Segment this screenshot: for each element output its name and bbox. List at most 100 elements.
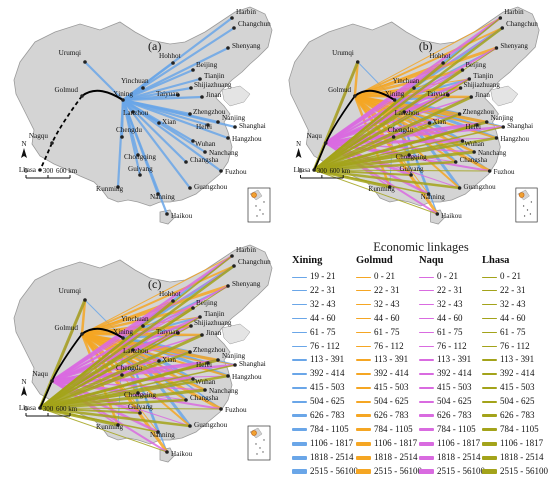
city-point-lanzhou [402, 110, 407, 114]
city-point-wuhan [460, 139, 465, 143]
city-label-nanchang: Nanchang [209, 387, 239, 395]
legend-swatch [356, 455, 371, 460]
legend-swatch [356, 359, 371, 362]
legend-class-label: 415 - 503 [500, 382, 535, 393]
city-point-shanghai [233, 363, 237, 367]
city-label-guangzhou: Guangzhou [463, 183, 496, 191]
city-point-shenyang [226, 284, 230, 288]
city-point-hohhot [171, 61, 175, 65]
city-label-guiyang: Guiyang [399, 165, 423, 173]
scale-label-1: 300 [317, 168, 328, 175]
golmud-lhasa-railway [39, 95, 83, 171]
legend-swatch [292, 428, 307, 432]
qinghai-tibet-railway [81, 327, 124, 339]
inset-island-2 [262, 451, 264, 453]
inset-island-4 [263, 439, 265, 441]
city-point-guangzhou [457, 186, 462, 190]
link-lhasa-yinchuan [38, 324, 145, 410]
legend-item-naqu-3: 44 - 60 [419, 313, 463, 324]
link-golmud-harbin [354, 17, 501, 97]
city-point-taiyuan [446, 93, 450, 97]
city-label-xining: Xining [113, 328, 133, 336]
city-label-nanchang: Nanchang [209, 149, 239, 157]
link-lhasa-changchun [38, 264, 236, 410]
legend-swatch [482, 331, 497, 334]
city-label-nagqu: Nagqu [29, 132, 49, 140]
city-point-zhengzhou [457, 112, 462, 116]
city-point-tianjin [467, 77, 472, 81]
city-point-kunming [116, 423, 120, 427]
legend-class-label: 392 - 414 [437, 368, 472, 379]
city-label-changsha: Changsha [190, 394, 219, 402]
city-label-xian: Xian [162, 118, 176, 126]
city-label-shenyang: Shenyang [232, 280, 261, 288]
scale-label-1: 300 [43, 167, 54, 175]
legend-class-label: 61 - 75 [437, 326, 463, 337]
legend-swatch [482, 400, 497, 404]
linkage-lines [312, 16, 505, 216]
link-xining-urumqi [83, 60, 125, 102]
city-point-haikou [165, 450, 169, 454]
link-lhasa-guangzhou [38, 406, 192, 428]
legend-swatch [482, 373, 497, 376]
legend-class-label: 392 - 414 [374, 368, 409, 379]
link-xining-beijing [121, 68, 195, 102]
legend-item-xining-10: 626 - 783 [292, 410, 345, 421]
legend-header-naqu: Naqu [419, 255, 444, 266]
legend-class-label: 392 - 414 [500, 368, 535, 379]
city-point-changchun [232, 26, 236, 30]
city-point-jinan [200, 95, 204, 99]
city-label-jinan: Jinan [206, 329, 222, 337]
korea-landmass [221, 85, 251, 107]
link-xining-tianjin [121, 77, 202, 102]
legend-class-label: 76 - 112 [500, 340, 530, 351]
legend-class-label: 44 - 60 [500, 312, 526, 323]
city-point-wuhan [191, 377, 195, 381]
legend-class-label: 504 - 625 [500, 396, 535, 407]
legend-swatch [292, 317, 307, 320]
city-point-changsha [184, 398, 188, 402]
legend-class-label: 113 - 391 [437, 354, 472, 365]
city-label-xian: Xian [162, 356, 176, 364]
legend-swatch [419, 331, 434, 334]
city-label-zhengzhou: Zhengzhou [193, 346, 226, 354]
city-point-xining [121, 98, 125, 102]
legend-swatch [292, 386, 307, 390]
legend-item-naqu-10: 626 - 783 [419, 410, 472, 421]
link-lhasa-lanzhou [313, 111, 406, 171]
link-lhasa-wuhan [39, 378, 194, 409]
city-label-harbin: Harbin [236, 246, 256, 254]
city-label-nanjing: Nanjing [222, 114, 246, 122]
legend-class-label: 32 - 43 [374, 298, 400, 309]
legend-swatch [356, 373, 371, 376]
city-label-tianjin: Tianjin [473, 72, 493, 80]
city-point-tianjin [198, 77, 202, 81]
city-labels: Urumqi Harbin Changchun Shenyang Hohhot Beiji… [294, 8, 539, 220]
city-label-shijiazhuang: Shijiazhuang [463, 81, 500, 89]
city-label-wuhan: Wuhan [195, 378, 216, 386]
legend-class-label: 415 - 503 [437, 382, 472, 393]
panel-label-c: (c) [148, 277, 161, 291]
city-label-nanjing: Nanjing [222, 352, 246, 360]
legend-class-label: 1106 - 1817 [437, 437, 481, 448]
legend-swatch [482, 386, 497, 390]
legend-item-xining-2: 32 - 43 [292, 299, 336, 310]
legend-item-lhasa-2: 32 - 43 [482, 299, 526, 310]
legend-class-label: 76 - 112 [374, 340, 404, 351]
city-point-chongqing [136, 153, 140, 157]
legend-swatch [292, 331, 307, 334]
legend-class-label: 2515 - 56100 [310, 465, 358, 476]
legend-item-lhasa-8: 415 - 503 [482, 382, 535, 393]
city-point-hangzhou [226, 136, 230, 140]
city-label-xining: Xining [113, 90, 133, 98]
legend-swatch [419, 469, 434, 474]
city-point-xining [121, 336, 125, 340]
city-point-xian [157, 359, 161, 363]
link-golmud-urumqi [80, 298, 87, 336]
legend-item-xining-12: 1106 - 1817 [292, 438, 353, 449]
south-china-sea-inset [247, 187, 271, 223]
city-label-beijing: Beijing [465, 61, 486, 69]
legend-class-label: 0 - 21 [374, 271, 395, 281]
legend-item-naqu-2: 32 - 43 [419, 299, 463, 310]
scale-label-0: 0 [24, 167, 28, 175]
